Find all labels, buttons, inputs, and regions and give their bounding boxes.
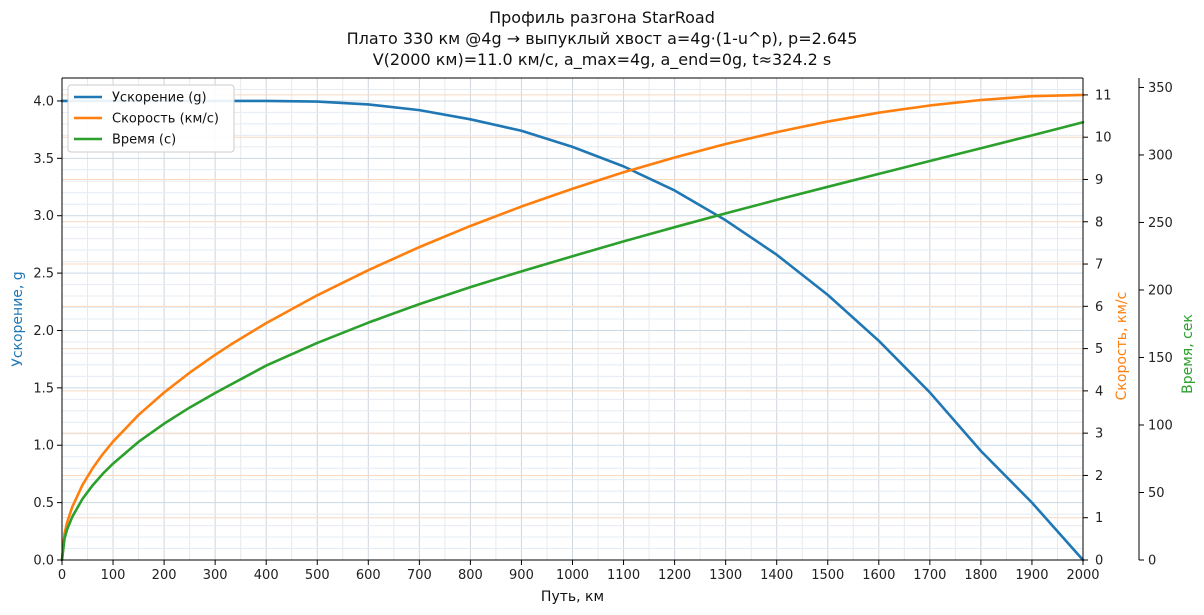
- legend-box: [67, 84, 235, 153]
- x-tick-label: 1400: [760, 568, 793, 583]
- y-right2-tick-label: 200: [1148, 283, 1173, 298]
- chart-title-line-1: Плато 330 км @4g → выпуклый хвост a=4g·(…: [347, 29, 858, 48]
- x-tick-label: 1900: [1015, 568, 1048, 583]
- y-right1-tick-label: 7: [1095, 258, 1103, 273]
- y-left-tick-label: 3.0: [33, 209, 54, 224]
- y-right1-tick-label: 9: [1095, 173, 1103, 188]
- x-tick-label: 1500: [811, 568, 844, 583]
- legend-label-1: Скорость (км/с): [112, 112, 219, 127]
- y-right1-axis-title: Скорость, км/с: [1114, 292, 1130, 401]
- legend-label-2: Время (с): [112, 133, 176, 148]
- y-right2-tick-label: 250: [1148, 216, 1173, 231]
- y-right1-tick-label: 1: [1095, 511, 1103, 526]
- y-right2-tick-label: 350: [1148, 81, 1173, 96]
- y-left-axis-title: Ускорение, g: [10, 271, 26, 366]
- y-right1-tick-label: 8: [1095, 215, 1103, 230]
- x-tick-label: 600: [356, 568, 381, 583]
- x-tick-label: 2000: [1066, 568, 1099, 583]
- x-tick-label: 700: [407, 568, 432, 583]
- y-left-tick-label: 0.5: [33, 496, 54, 511]
- y-left-tick-label: 2.5: [33, 267, 54, 282]
- y-left-tick-label: 1.5: [33, 381, 54, 396]
- chart-title-line-0: Профиль разгона StarRoad: [489, 8, 715, 27]
- legend-label-0: Ускорение (g): [112, 91, 207, 106]
- y-right1-tick-label: 11: [1095, 88, 1112, 103]
- y-right1-tick-label: 4: [1095, 384, 1103, 399]
- y-right1-tick-label: 3: [1095, 427, 1103, 442]
- y-right2-axis-title: Время, сек: [1180, 314, 1196, 394]
- x-tick-label: 1700: [913, 568, 946, 583]
- y-left-tick-label: 0.0: [33, 554, 54, 569]
- x-tick-label: 1600: [862, 568, 895, 583]
- y-right2-tick-label: 150: [1148, 351, 1173, 366]
- x-tick-label: 1200: [658, 568, 691, 583]
- y-left-tick-label: 4.0: [33, 94, 54, 109]
- y-right1-tick-label: 10: [1095, 131, 1112, 146]
- x-tick-label: 900: [509, 568, 534, 583]
- x-axis-title: Путь, км: [541, 589, 604, 605]
- x-tick-label: 200: [152, 568, 177, 583]
- y-left-tick-label: 2.0: [33, 324, 54, 339]
- x-tick-label: 300: [203, 568, 228, 583]
- x-tick-label: 1100: [607, 568, 640, 583]
- x-tick-label: 1300: [709, 568, 742, 583]
- y-right2-tick-label: 100: [1148, 418, 1173, 433]
- y-right1-tick-label: 6: [1095, 300, 1103, 315]
- x-tick-label: 1800: [964, 568, 997, 583]
- y-right2-tick-label: 300: [1148, 148, 1173, 163]
- series-line-1: [60, 93, 1085, 562]
- y-right1-tick-label: 2: [1095, 469, 1103, 484]
- y-right1-tick-label: 0: [1095, 554, 1103, 569]
- y-left-tick-label: 1.0: [33, 439, 54, 454]
- y-right2-tick-label: 50: [1148, 486, 1165, 501]
- x-tick-label: 1000: [556, 568, 589, 583]
- series-line-2: [60, 120, 1085, 562]
- y-left-tick-label: 3.5: [33, 152, 54, 167]
- x-tick-label: 400: [254, 568, 279, 583]
- y-right2-tick-label: 0: [1148, 554, 1156, 569]
- x-tick-label: 100: [101, 568, 126, 583]
- x-tick-label: 500: [305, 568, 330, 583]
- x-tick-label: 0: [58, 568, 66, 583]
- chart-title-line-2: V(2000 км)=11.0 км/с, a_max=4g, a_end=0g…: [373, 50, 832, 70]
- x-tick-label: 800: [458, 568, 483, 583]
- y-right1-tick-label: 5: [1095, 342, 1103, 357]
